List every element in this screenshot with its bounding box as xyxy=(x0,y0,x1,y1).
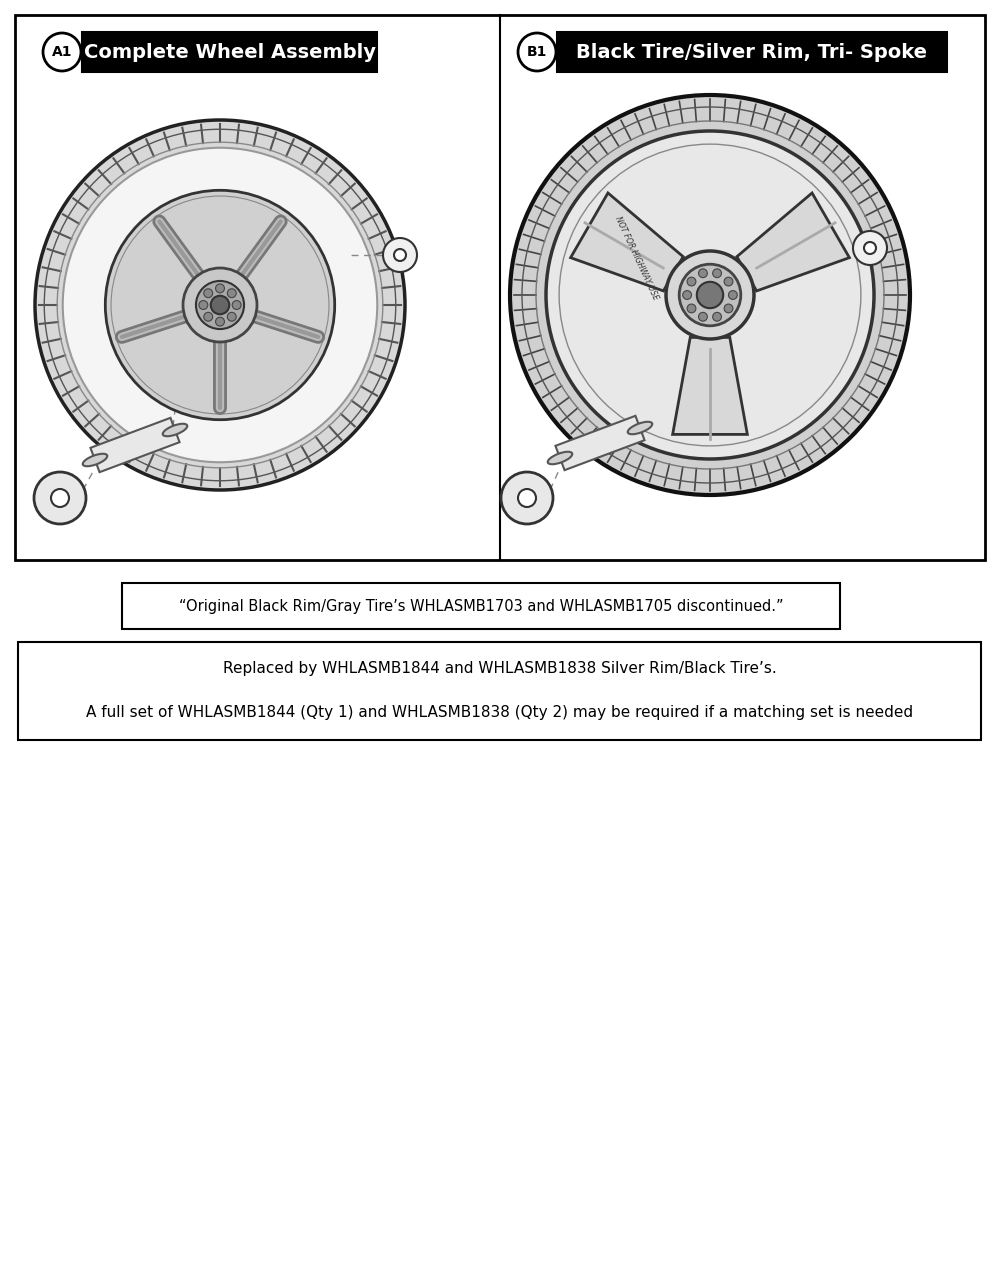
Ellipse shape xyxy=(666,251,754,340)
Text: B1: B1 xyxy=(527,46,547,60)
Circle shape xyxy=(699,269,707,277)
Polygon shape xyxy=(555,416,645,470)
Ellipse shape xyxy=(163,423,187,436)
Ellipse shape xyxy=(211,295,229,314)
Circle shape xyxy=(713,313,721,321)
Circle shape xyxy=(227,313,236,322)
Text: Replaced by WHLASMB1844 and WHLASMB1838 Silver Rim/Black Tire’s.: Replaced by WHLASMB1844 and WHLASMB1838 … xyxy=(223,660,777,675)
Ellipse shape xyxy=(63,148,377,462)
Polygon shape xyxy=(571,193,683,291)
Ellipse shape xyxy=(548,452,572,464)
FancyBboxPatch shape xyxy=(122,583,840,628)
Ellipse shape xyxy=(34,473,86,525)
Ellipse shape xyxy=(35,120,405,490)
Circle shape xyxy=(232,300,241,309)
Text: NOT FOR HIGHWAY USE: NOT FOR HIGHWAY USE xyxy=(119,241,161,329)
Circle shape xyxy=(687,304,696,313)
Text: Black Tire/Silver Rim, Tri- Spoke: Black Tire/Silver Rim, Tri- Spoke xyxy=(576,43,928,62)
Circle shape xyxy=(204,313,213,322)
FancyBboxPatch shape xyxy=(15,15,985,560)
Ellipse shape xyxy=(394,250,406,261)
Ellipse shape xyxy=(510,95,910,495)
Ellipse shape xyxy=(501,473,553,525)
Text: “Original Black Rim/Gray Tire’s WHLASMB1703 and WHLASMB1705 discontinued.”: “Original Black Rim/Gray Tire’s WHLASMB1… xyxy=(179,598,783,613)
Ellipse shape xyxy=(697,281,723,308)
FancyBboxPatch shape xyxy=(557,32,947,72)
Ellipse shape xyxy=(83,454,107,466)
Ellipse shape xyxy=(383,238,417,272)
Ellipse shape xyxy=(183,269,257,342)
Text: Complete Wheel Assembly: Complete Wheel Assembly xyxy=(84,43,376,62)
Circle shape xyxy=(699,313,707,321)
Ellipse shape xyxy=(679,265,741,326)
Ellipse shape xyxy=(43,33,81,71)
Ellipse shape xyxy=(546,131,874,459)
Ellipse shape xyxy=(518,489,536,507)
Circle shape xyxy=(724,304,733,313)
Circle shape xyxy=(713,269,721,277)
Ellipse shape xyxy=(105,190,335,419)
Ellipse shape xyxy=(196,281,244,329)
Ellipse shape xyxy=(51,489,69,507)
Circle shape xyxy=(199,300,208,309)
Text: NOT FOR HIGHWAY USE: NOT FOR HIGHWAY USE xyxy=(614,215,660,302)
Ellipse shape xyxy=(853,231,887,265)
Polygon shape xyxy=(737,193,849,291)
Circle shape xyxy=(683,290,692,299)
Ellipse shape xyxy=(628,422,652,435)
Circle shape xyxy=(204,289,213,298)
Text: A full set of WHLASMB1844 (Qty 1) and WHLASMB1838 (Qty 2) may be required if a m: A full set of WHLASMB1844 (Qty 1) and WH… xyxy=(86,704,914,720)
FancyBboxPatch shape xyxy=(82,32,377,72)
Circle shape xyxy=(227,289,236,298)
Circle shape xyxy=(687,277,696,286)
Ellipse shape xyxy=(864,242,876,253)
Text: A1: A1 xyxy=(52,46,72,60)
Circle shape xyxy=(216,284,224,293)
Circle shape xyxy=(724,277,733,286)
Ellipse shape xyxy=(518,33,556,71)
Circle shape xyxy=(728,290,737,299)
Polygon shape xyxy=(673,337,747,435)
Circle shape xyxy=(216,317,224,326)
FancyBboxPatch shape xyxy=(18,642,981,740)
Polygon shape xyxy=(90,418,180,473)
